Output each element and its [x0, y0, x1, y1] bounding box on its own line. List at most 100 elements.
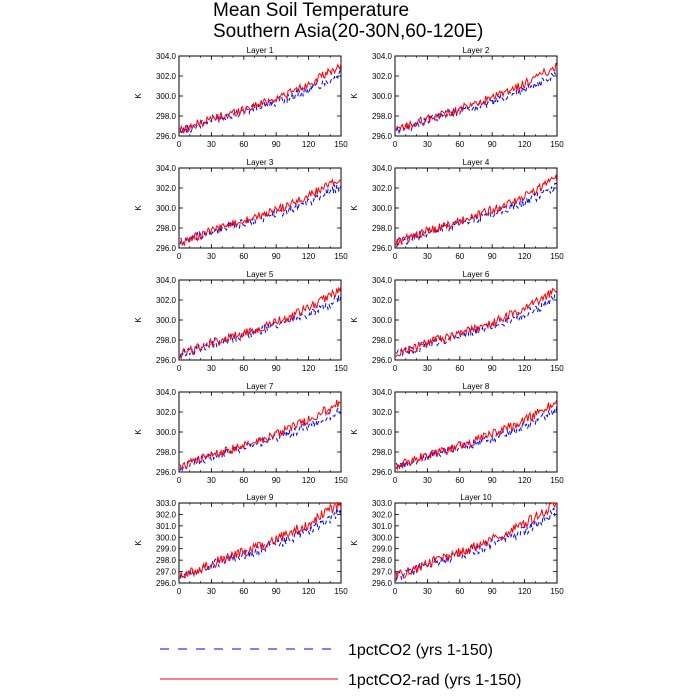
- panel-layer-2-y-tick-label: 296.0: [372, 132, 393, 141]
- panel-layer-7-x-tick-label: 60: [239, 476, 248, 485]
- panel-layer-8-x-tick-label: 30: [423, 476, 432, 485]
- panel-layer-3-title: Layer 3: [247, 158, 274, 167]
- panel-layer-5-series-1pctco2-yrs-1-150: [179, 293, 342, 358]
- panel-layer-10-y-axis-label: K: [350, 540, 359, 546]
- panel-layer-2-y-tick-label: 304.0: [372, 52, 393, 61]
- panel-layer-3-y-tick-label: 302.0: [156, 184, 177, 193]
- panel-layer-10-y-tick-label: 296.0: [372, 579, 393, 588]
- panel-layer-5-series-1pctco2-rad-yrs-1-150: [179, 285, 342, 361]
- panel-layer-6-title: Layer 6: [463, 270, 490, 279]
- panel-layer-2-y-tick-label: 298.0: [372, 112, 393, 121]
- panel-layer-9-frame: [178, 502, 342, 584]
- panel-grid: Layer 10 30 60 90 120 150296.0298.0300.0302.0…: [134, 46, 564, 596]
- panel-layer-3-series-1pctco2-yrs-1-150: [179, 184, 342, 246]
- chart-title-line-1: Mean Soil Temperature: [213, 0, 409, 21]
- panel-layer-4-x-tick-label: 0: [393, 252, 398, 261]
- panel-layer-6-y-tick-label: 300.0: [372, 316, 393, 325]
- panel-layer-8-x-tick-label: 120: [518, 476, 532, 485]
- panel-layer-5-x-tick-label: 60: [239, 364, 248, 373]
- legend: 1pctCO2 (yrs 1-150) 1pctCO2-rad (yrs 1-1…: [160, 642, 521, 689]
- panel-layer-9-y-tick-label: 302.0: [156, 510, 177, 519]
- legend-label-1pctco2-rad: 1pctCO2-rad (yrs 1-150): [348, 672, 521, 689]
- panel-layer-4-y-axis-label: K: [350, 205, 359, 211]
- panel-layer-1-x-tick-label: 60: [239, 140, 248, 149]
- panel-layer-8-x-tick-label: 150: [550, 476, 564, 485]
- panel-layer-9-x-tick-label: 120: [302, 587, 316, 596]
- panel-layer-2-x-tick-label: 90: [488, 140, 497, 149]
- panel-layer-7-x-tick-label: 30: [207, 476, 216, 485]
- panel-layer-10-x-tick-label: 60: [455, 587, 464, 596]
- panel-layer-2-x-tick-label: 120: [518, 140, 532, 149]
- panel-layer-10-x-tick-label: 0: [393, 587, 398, 596]
- panel-layer-9-y-axis-label: K: [134, 540, 143, 546]
- panel-layer-2-y-axis-label: K: [350, 93, 359, 99]
- panel-layer-4-title: Layer 4: [463, 158, 490, 167]
- panel-layer-8-x-tick-label: 90: [488, 476, 497, 485]
- panel-layer-6-x-tick-label: 90: [488, 364, 497, 373]
- panel-layer-2-frame: [394, 55, 558, 137]
- panel-layer-4-x-tick-label: 90: [488, 252, 497, 261]
- panel-layer-5-y-tick-label: 302.0: [156, 296, 177, 305]
- panel-layer-9-x-tick-label: 30: [207, 587, 216, 596]
- panel-layer-8-y-tick-label: 296.0: [372, 468, 393, 477]
- panel-layer-6-x-tick-label: 30: [423, 364, 432, 373]
- panel-layer-2-x-tick-label: 0: [393, 140, 398, 149]
- panel-layer-7-y-tick-label: 300.0: [156, 428, 177, 437]
- panel-layer-1-y-tick-label: 302.0: [156, 72, 177, 81]
- panel-layer-3-y-axis-label: K: [134, 205, 143, 211]
- panel-layer-3-y-tick-label: 298.0: [156, 224, 177, 233]
- panel-layer-2-series-1pctco2-rad-yrs-1-150: [395, 62, 558, 132]
- panel-layer-6-frame: [394, 279, 558, 361]
- panel-layer-9: Layer 9 0 30 60 90 120 150 296.0 297.0 298.0 299.0…: [134, 493, 348, 596]
- panel-layer-2-x-tick-label: 60: [455, 140, 464, 149]
- panel-layer-10-y-tick-label: 303.0: [372, 499, 393, 508]
- panel-layer-3-y-tick-label: 304.0: [156, 164, 177, 173]
- panel-layer-10-y-tick-label: 300.0: [372, 533, 393, 542]
- panel-layer-5-x-tick-label: 90: [272, 364, 281, 373]
- panel-layer-7-x-tick-label: 120: [302, 476, 316, 485]
- panel-layer-6-x-tick-label: 60: [455, 364, 464, 373]
- panel-layer-6-y-axis-label: K: [350, 317, 359, 323]
- panel-layer-5-y-tick-label: 300.0: [156, 316, 177, 325]
- panel-layer-8-y-tick-label: 302.0: [372, 408, 393, 417]
- panel-layer-9-series-1pctco2-rad-yrs-1-150: [179, 501, 342, 579]
- panel-layer-7-y-tick-label: 304.0: [156, 388, 177, 397]
- panel-layer-10-y-tick-label: 301.0: [372, 522, 393, 531]
- panel-layer-5-x-tick-label: 150: [334, 364, 348, 373]
- panel-layer-4-y-tick-label: 304.0: [372, 164, 393, 173]
- panel-layer-2: Layer 2 0 30 60 90 120 150 296.0 298.0 300.0 302.0…: [350, 46, 564, 149]
- panel-layer-2-y-tick-label: 302.0: [372, 72, 393, 81]
- panel-layer-8: Layer 8 0 30 60 90 120 150 296.0 298.0 300.0 302.0…: [350, 382, 564, 485]
- panel-layer-1-x-tick-label: 90: [272, 140, 281, 149]
- panel-layer-1-y-axis-label: K: [134, 93, 143, 99]
- panel-layer-8-y-axis-label: K: [350, 429, 359, 435]
- panel-layer-1-y-tick-label: 298.0: [156, 112, 177, 121]
- panel-layer-3: Layer 3 0 30 60 90 120 150 296.0 298.0 300.0 302.0…: [134, 158, 348, 261]
- panel-layer-6-y-tick-label: 302.0: [372, 296, 393, 305]
- panel-layer-1-y-tick-label: 300.0: [156, 92, 177, 101]
- panel-layer-4-x-tick-label: 30: [423, 252, 432, 261]
- panel-layer-5-y-tick-label: 298.0: [156, 336, 177, 345]
- panel-layer-8-series-1pctco2-yrs-1-150: [395, 405, 558, 471]
- panel-layer-2-x-tick-label: 150: [550, 140, 564, 149]
- panel-layer-10: Layer 10 0 30 60 90 120 150 296.0 297.0 298.0 299.…: [350, 493, 564, 596]
- panel-layer-6-y-tick-label: 304.0: [372, 276, 393, 285]
- panel-layer-9-y-tick-label: 299.0: [156, 545, 177, 554]
- panel-layer-8-y-tick-label: 300.0: [372, 428, 393, 437]
- chart-title-line-2: Southern Asia(20-30N,60-120E): [213, 21, 483, 42]
- panel-layer-2-y-tick-label: 300.0: [372, 92, 393, 101]
- panel-layer-9-y-tick-label: 300.0: [156, 533, 177, 542]
- panel-layer-5-frame: [178, 279, 342, 361]
- panel-layer-10-x-tick-label: 30: [423, 587, 432, 596]
- panel-layer-10-y-tick-label: 299.0: [372, 545, 393, 554]
- panel-layer-8-y-tick-label: 304.0: [372, 388, 393, 397]
- panel-layer-10-series-1pctco2-rad-yrs-1-150: [395, 502, 557, 579]
- panel-layer-4-y-tick-label: 298.0: [372, 224, 393, 233]
- panel-layer-7-y-tick-label: 302.0: [156, 408, 177, 417]
- panel-layer-6-x-tick-label: 150: [550, 364, 564, 373]
- panel-layer-10-series-1pctco2-yrs-1-150: [395, 506, 558, 581]
- panel-layer-4-x-tick-label: 150: [550, 252, 564, 261]
- panel-layer-8-series-1pctco2-rad-yrs-1-150: [395, 398, 558, 472]
- panel-layer-10-x-tick-label: 120: [518, 587, 532, 596]
- panel-layer-3-series-1pctco2-rad-yrs-1-150: [180, 178, 342, 247]
